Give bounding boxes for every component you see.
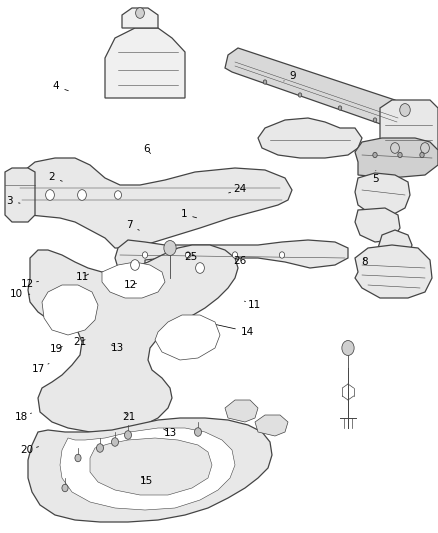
Polygon shape — [105, 28, 185, 98]
Text: 13: 13 — [111, 343, 124, 352]
Text: 1: 1 — [180, 209, 197, 219]
Polygon shape — [378, 230, 412, 262]
Polygon shape — [355, 173, 410, 215]
Circle shape — [46, 190, 54, 200]
Polygon shape — [355, 208, 400, 242]
Text: 13: 13 — [163, 428, 177, 438]
Text: 26: 26 — [233, 256, 247, 266]
Polygon shape — [225, 48, 408, 128]
Circle shape — [298, 93, 302, 97]
Circle shape — [373, 118, 377, 122]
Circle shape — [391, 143, 399, 154]
Polygon shape — [102, 262, 165, 298]
Text: 6: 6 — [143, 144, 151, 154]
Text: 18: 18 — [14, 412, 32, 422]
Polygon shape — [155, 315, 220, 360]
Text: 9: 9 — [284, 71, 296, 81]
Circle shape — [78, 190, 86, 200]
Circle shape — [398, 152, 402, 158]
Polygon shape — [258, 118, 362, 158]
Polygon shape — [122, 8, 158, 28]
Text: 8: 8 — [361, 257, 368, 267]
Circle shape — [263, 80, 267, 84]
Circle shape — [114, 191, 121, 199]
Polygon shape — [60, 428, 235, 510]
Polygon shape — [115, 240, 348, 272]
Polygon shape — [28, 418, 272, 522]
Text: 15: 15 — [140, 476, 153, 486]
Circle shape — [400, 103, 410, 116]
Text: 21: 21 — [73, 337, 86, 347]
Circle shape — [194, 428, 201, 437]
Text: 19: 19 — [49, 344, 63, 354]
Polygon shape — [12, 158, 292, 248]
Polygon shape — [255, 415, 288, 436]
Text: 12: 12 — [124, 280, 137, 290]
Circle shape — [279, 252, 285, 258]
Text: 21: 21 — [123, 412, 136, 422]
Text: 4: 4 — [53, 82, 68, 91]
Circle shape — [185, 252, 191, 258]
Text: 2: 2 — [48, 172, 62, 182]
Polygon shape — [355, 245, 432, 298]
Text: 11: 11 — [244, 300, 261, 310]
Text: 3: 3 — [6, 197, 20, 206]
Text: 20: 20 — [21, 446, 39, 455]
Polygon shape — [28, 245, 238, 432]
Circle shape — [342, 341, 354, 356]
Circle shape — [112, 438, 119, 446]
Polygon shape — [225, 400, 258, 422]
Text: 7: 7 — [126, 220, 139, 230]
Circle shape — [196, 263, 205, 273]
Circle shape — [420, 152, 424, 158]
Circle shape — [373, 152, 377, 158]
Text: 11: 11 — [76, 272, 89, 282]
Text: 24: 24 — [229, 184, 247, 194]
Circle shape — [96, 444, 103, 453]
Circle shape — [124, 431, 131, 439]
Text: 25: 25 — [184, 252, 197, 262]
Circle shape — [142, 252, 148, 258]
Polygon shape — [380, 100, 438, 168]
Text: 10: 10 — [10, 289, 30, 299]
Polygon shape — [42, 285, 98, 335]
Circle shape — [136, 7, 145, 18]
Polygon shape — [90, 438, 212, 495]
Polygon shape — [5, 168, 35, 222]
Circle shape — [420, 143, 429, 154]
Text: 17: 17 — [32, 364, 49, 374]
Circle shape — [131, 260, 139, 270]
Text: 12: 12 — [21, 279, 39, 288]
Text: 14: 14 — [216, 325, 254, 336]
Polygon shape — [355, 138, 438, 178]
Circle shape — [75, 454, 81, 462]
Circle shape — [233, 252, 238, 258]
Text: 5: 5 — [372, 171, 379, 183]
Circle shape — [338, 106, 342, 110]
Circle shape — [62, 484, 68, 492]
Circle shape — [164, 240, 176, 255]
